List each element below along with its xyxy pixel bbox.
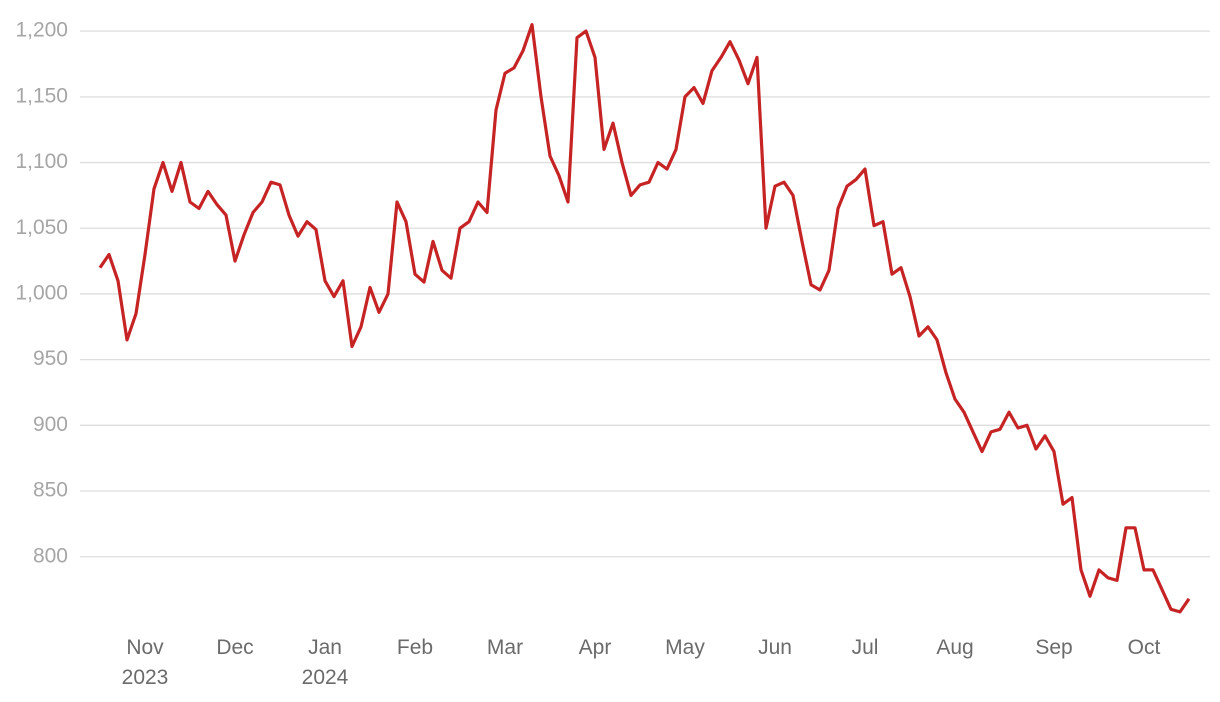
x-tick-label: Apr [579,636,612,659]
y-tick-label: 850 [33,479,68,502]
y-tick-label: 1,200 [15,19,68,42]
y-tick-label: 1,150 [15,84,68,107]
x-tick-label: Sep [1035,636,1072,659]
y-tick-label: 800 [33,544,68,567]
price-line [98,23,1191,614]
x-tick-label: Jan 2024 [302,636,349,689]
x-tick-label: Feb [397,636,433,659]
y-tick-label: 1,000 [15,281,68,304]
y-tick-label: 900 [33,413,68,436]
x-tick-label: Dec [216,636,253,659]
y-tick-label: 1,050 [15,216,68,239]
x-tick-label: Nov 2023 [122,636,169,689]
x-tick-label: Oct [1128,636,1161,659]
x-tick-label: Jul [852,636,879,659]
x-tick-label: May [665,636,705,659]
y-tick-label: 1,100 [15,150,68,173]
x-tick-label: Aug [936,636,973,659]
y-tick-label: 950 [33,347,68,370]
x-tick-label: Mar [487,636,523,659]
x-tick-label: Jun [758,636,792,659]
